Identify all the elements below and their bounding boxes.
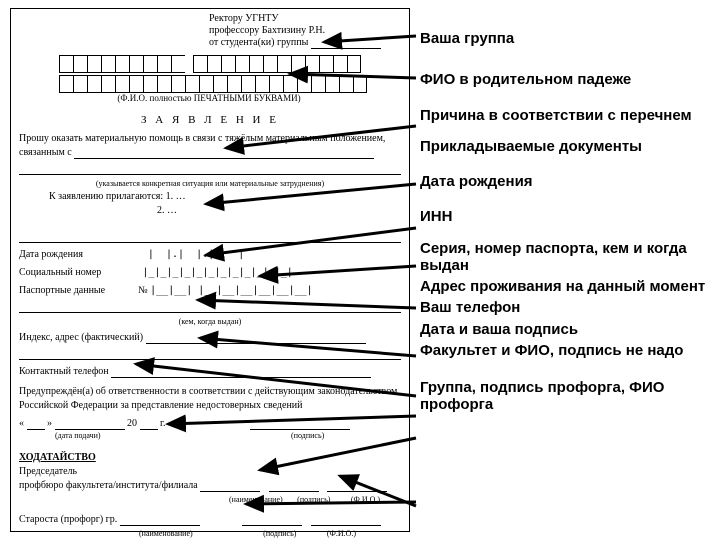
label-proforg: Группа, подпись профорга, ФИО профорга <box>420 379 710 414</box>
warn-1: Предупреждён(а) об ответственности в соо… <box>19 386 401 398</box>
hdr-line3: от студента(ки) группы <box>209 37 401 49</box>
petition-title: ХОДАТАЙСТВО <box>19 452 401 464</box>
fio-caption: (Ф.И.О. полностью ПЕЧАТНЫМИ БУКВАМИ) <box>59 93 359 104</box>
label-passport: Серия, номер паспорта, кем и когда выдан <box>420 240 710 275</box>
petition-star-notes: (наименование) (подпись) (Ф.И.О.) <box>19 528 401 540</box>
label-reason: Причина в соответствии с перечнем <box>420 107 710 124</box>
fio-boxes-row1 <box>59 55 401 73</box>
attach-1: К заявлению прилагаются: 1. … <box>49 191 401 203</box>
hdr-line3-text: от студента(ки) группы <box>209 37 308 48</box>
fio-boxes-row2 <box>59 75 401 93</box>
label-address: Адрес проживания на данный момент <box>420 278 710 295</box>
date-row: « » 20 г. <box>19 418 401 430</box>
label-date-sign: Дата и ваша подпись <box>420 321 710 338</box>
label-faculty: Факультет и ФИО, подпись не надо <box>420 342 710 359</box>
petition-starosta: Староста (профорг) гр. <box>19 514 401 526</box>
annotation-labels: Ваша группа ФИО в родительном падеже При… <box>420 30 710 418</box>
label-docs: Прикладываемые документы <box>420 138 710 155</box>
reason-note: (указывается конкретная ситуация или мат… <box>19 179 401 189</box>
passport-row: Паспортные данные № |__|__| |__|__|__|__… <box>19 285 401 297</box>
dob-row: Дата рождения | |.| |.| | <box>19 249 401 261</box>
label-dob: Дата рождения <box>420 173 710 190</box>
petition-chair: Председатель <box>19 466 401 478</box>
petition-prof-notes: (наименование) (подпись) (Ф.И.О.) <box>19 494 401 506</box>
addr-row: Индекс, адрес (фактический) <box>19 332 401 344</box>
warn-2: Российской Федерации за представление не… <box>19 400 401 412</box>
passport-note: (кем, когда выдан) <box>19 317 401 327</box>
petition-prof: профбюро факультета/института/филиала <box>19 480 401 492</box>
label-inn: ИНН <box>420 208 710 225</box>
attach-2: 2. … <box>157 205 401 217</box>
phone-row: Контактный телефон <box>19 366 401 378</box>
label-fio: ФИО в родительном падеже <box>420 71 710 88</box>
label-phone: Ваш телефон <box>420 299 710 316</box>
doc-title: З А Я В Л Е Н И Е <box>19 114 401 127</box>
ask-line2: связанным с <box>19 147 401 159</box>
date-notes: (дата подачи) (подпись) <box>19 430 401 442</box>
label-group: Ваша группа <box>420 30 710 47</box>
hdr-line2: профессору Бахтизину Р.Н. <box>209 25 401 37</box>
social-row: Социальный номер |_|_|_|_|_|_|_|_|_|_|_|… <box>19 267 401 279</box>
hdr-line1: Ректору УГНТУ <box>209 13 401 25</box>
form-document: Ректору УГНТУ профессору Бахтизину Р.Н. … <box>10 8 410 532</box>
ask-line1: Прошу оказать материальную помощь в связ… <box>19 133 401 145</box>
